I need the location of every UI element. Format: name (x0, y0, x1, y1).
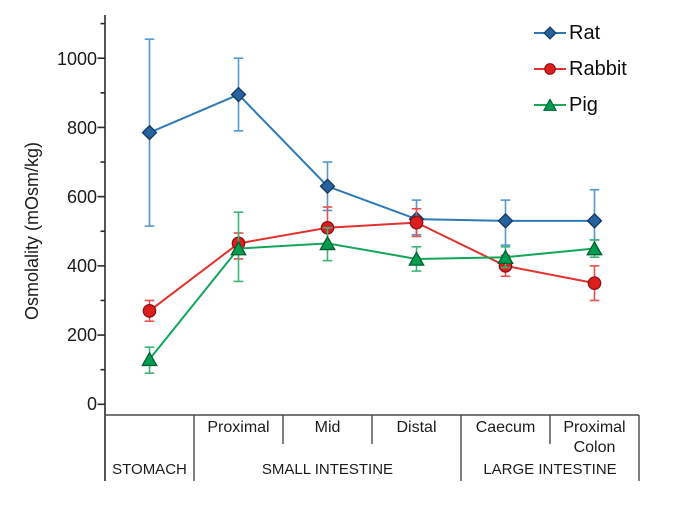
y-axis-title: Osmolality (mOsm/kg) (22, 142, 42, 321)
legend-item-pig: Pig (533, 88, 627, 122)
x-seg-label-proximal: Proximal (207, 419, 270, 436)
x-seg-label-distal: Distal (396, 419, 437, 436)
x-region-label-stomach: STOMACH (112, 461, 187, 478)
x-seg-label-proximal-colon: Proximal Colon (563, 419, 626, 456)
pig-triangle-marker-icon (533, 93, 567, 117)
y-tick-label-400: 400 (66, 256, 97, 276)
rabbit-circle-marker-icon (533, 57, 567, 81)
y-tick-label-600: 600 (66, 187, 97, 207)
rat-diamond-marker-icon (533, 21, 567, 45)
legend-label-pig: Pig (569, 94, 598, 116)
y-tick-label-1000: 1000 (56, 49, 97, 69)
legend-item-rat: Rat (533, 16, 627, 50)
x-region-label-large-intestine: LARGE INTESTINE (483, 461, 617, 478)
legend: Rat Rabbit Pig (533, 16, 627, 122)
legend-label-rabbit: Rabbit (569, 58, 627, 80)
x-seg-label-mid: Mid (314, 419, 341, 436)
y-tick-label-200: 200 (66, 325, 97, 345)
y-tick-label-0: 0 (86, 394, 97, 414)
legend-item-rabbit: Rabbit (533, 52, 627, 86)
x-region-label-small-intestine: SMALL INTESTINE (261, 461, 394, 478)
x-seg-label-caecum: Caecum (475, 419, 536, 436)
legend-label-rat: Rat (569, 22, 601, 44)
y-tick-label-800: 800 (66, 118, 97, 138)
